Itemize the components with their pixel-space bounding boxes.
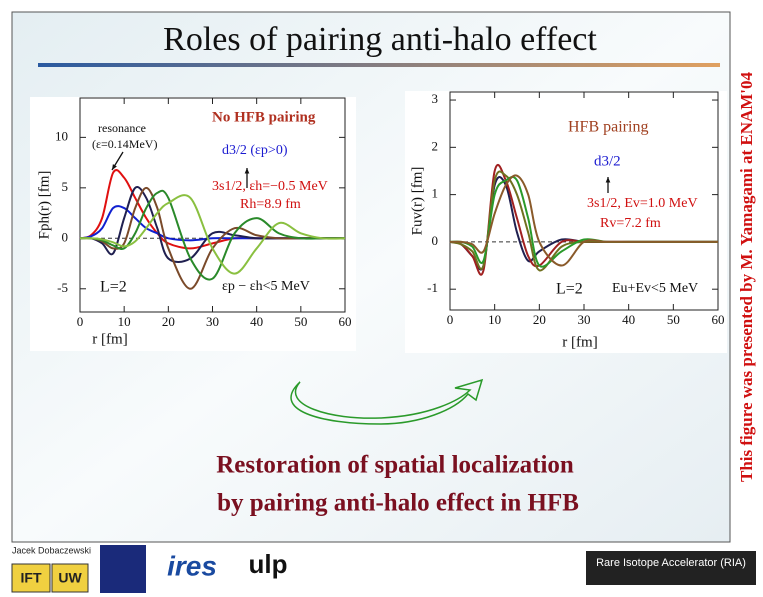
annotation: HFB pairing	[568, 119, 648, 136]
caption-line: by pairing anti-halo effect in HFB	[217, 490, 579, 517]
annotation: 3s1/2, εh=−0.5 MeV	[212, 179, 328, 194]
curve	[79, 194, 346, 275]
y-tick-label: 2	[432, 138, 439, 153]
logo: IFT	[21, 570, 42, 586]
author: Jacek Dobaczewski	[12, 545, 91, 555]
annotation: (ε=0.14MeV)	[92, 137, 157, 151]
annotation: d3/2 (εp>0)	[222, 143, 288, 158]
x-tick-label: 40	[622, 312, 635, 327]
x-tick-label: 20	[533, 312, 546, 327]
y-tick-label: -1	[427, 280, 438, 295]
pointer-head	[244, 168, 250, 174]
pointer-head	[605, 177, 611, 183]
y-tick-label: 5	[62, 179, 69, 194]
logo: Rare Isotope Accelerator (RIA)	[596, 557, 746, 569]
y-tick-label: -5	[57, 280, 68, 295]
x-axis-label: r [fm]	[562, 334, 597, 350]
logo-box	[586, 551, 756, 585]
y-tick-label: 10	[55, 128, 68, 143]
annotation: L=2	[556, 281, 583, 298]
pointer-head	[112, 164, 117, 170]
x-tick-label: 0	[77, 314, 84, 329]
x-tick-label: 50	[294, 314, 307, 329]
logo-box	[11, 563, 51, 593]
logo: ulp	[249, 549, 288, 579]
y-tick-label: 0	[62, 229, 69, 244]
logo-box	[51, 563, 89, 593]
x-tick-label: 50	[667, 312, 680, 327]
x-tick-label: 0	[447, 312, 454, 327]
slide-title: Roles of pairing anti-halo effect	[163, 21, 597, 58]
curve	[79, 186, 345, 290]
crest	[100, 545, 146, 593]
x-tick-label: 10	[118, 314, 131, 329]
annotation: d3/2	[594, 153, 621, 169]
annotation: resonance	[98, 121, 146, 135]
curve	[449, 174, 718, 267]
annotation: 3s1/2, Ev=1.0 MeV	[587, 196, 698, 211]
annotation: Rv=7.2 fm	[600, 216, 661, 231]
annotation: Rh=8.9 fm	[240, 197, 301, 212]
transition-arrow	[290, 378, 484, 425]
x-tick-label: 60	[712, 312, 725, 327]
y-tick-label: 3	[432, 91, 439, 106]
logo: UW	[58, 570, 82, 586]
title-rule	[38, 63, 720, 67]
curve	[79, 189, 345, 281]
annotation: εp − εh<5 MeV	[222, 279, 310, 294]
x-tick-label: 20	[162, 314, 175, 329]
x-tick-label: 10	[488, 312, 501, 327]
x-tick-label: 40	[250, 314, 263, 329]
logo: ires	[167, 550, 217, 581]
x-axis-label: r [fm]	[92, 331, 127, 347]
y-axis-label: Fuv(r) [fm]	[409, 167, 425, 236]
annotation: L=2	[100, 279, 127, 296]
plot-panel	[30, 97, 356, 351]
x-tick-label: 30	[578, 312, 591, 327]
y-tick-label: 0	[432, 233, 439, 248]
annotation: No HFB pairing	[212, 109, 316, 125]
x-tick-label: 60	[339, 314, 352, 329]
x-tick-label: 30	[206, 314, 219, 329]
y-tick-label: 1	[432, 186, 439, 201]
y-axis-label: Fph(r) [fm]	[36, 171, 52, 240]
side-note: This figure was presented by M. Yamagami…	[737, 71, 756, 482]
caption-line: Restoration of spatial localization	[216, 452, 574, 479]
annotation: Eu+Ev<5 MeV	[612, 281, 698, 296]
